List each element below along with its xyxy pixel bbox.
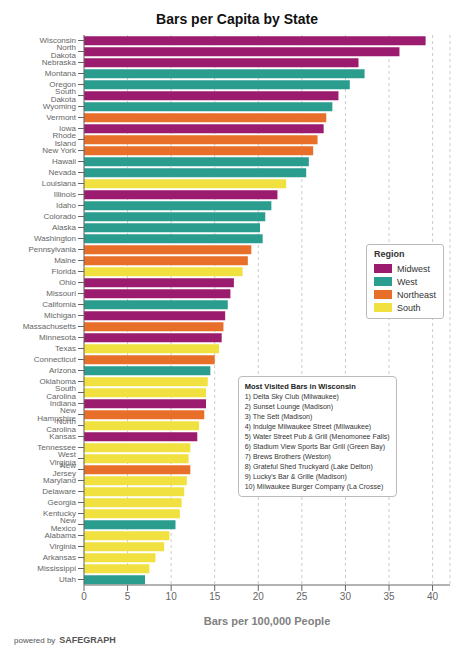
svg-text:Arizona: Arizona (49, 366, 77, 375)
svg-text:Pennsylvania: Pennsylvania (28, 245, 76, 254)
svg-text:Utah: Utah (59, 575, 76, 584)
svg-text:Montana: Montana (45, 69, 77, 78)
svg-text:Ohio: Ohio (59, 278, 76, 287)
svg-text:Missouri: Missouri (46, 289, 76, 298)
svg-text:Virginia: Virginia (49, 542, 76, 551)
svg-text:Alabama: Alabama (44, 531, 76, 540)
svg-text:Minnesota: Minnesota (39, 333, 76, 342)
svg-text:Bars per 100,000 People: Bars per 100,000 People (204, 615, 331, 627)
svg-text:Kansas: Kansas (49, 432, 76, 441)
svg-text:40: 40 (427, 591, 439, 602)
svg-text:15: 15 (209, 591, 221, 602)
svg-text:Vermont: Vermont (46, 113, 77, 122)
svg-text:35: 35 (383, 591, 395, 602)
svg-text:Georgia: Georgia (48, 498, 77, 507)
svg-text:0: 0 (81, 591, 87, 602)
svg-text:Hawaii: Hawaii (52, 157, 76, 166)
svg-text:Maryland: Maryland (43, 476, 76, 485)
svg-text:5: 5 (125, 591, 131, 602)
svg-text:Maine: Maine (54, 256, 76, 265)
svg-text:25: 25 (296, 591, 308, 602)
svg-text:Nevada: Nevada (48, 168, 76, 177)
svg-text:Alaska: Alaska (52, 223, 77, 232)
svg-text:Michigan: Michigan (44, 311, 76, 320)
svg-text:Mississippi: Mississippi (37, 564, 76, 573)
svg-text:10: 10 (166, 591, 178, 602)
svg-text:Idaho: Idaho (56, 201, 77, 210)
svg-text:Louisiana: Louisiana (42, 179, 77, 188)
svg-text:Connecticut: Connecticut (34, 355, 77, 364)
svg-text:Colorado: Colorado (44, 212, 77, 221)
svg-text:Arkansas: Arkansas (43, 553, 76, 562)
svg-text:Massachusetts: Massachusetts (23, 322, 76, 331)
svg-text:30: 30 (340, 591, 352, 602)
svg-text:20: 20 (253, 591, 265, 602)
svg-text:New York: New York (42, 146, 77, 155)
svg-text:Washington: Washington (34, 234, 76, 243)
svg-text:California: California (42, 300, 76, 309)
svg-text:Illinois: Illinois (54, 190, 76, 199)
svg-text:Florida: Florida (52, 267, 77, 276)
svg-text:Delaware: Delaware (42, 487, 76, 496)
svg-text:Wyoming: Wyoming (43, 102, 76, 111)
svg-text:Nebraska: Nebraska (42, 58, 77, 67)
svg-text:Texas: Texas (55, 344, 76, 353)
